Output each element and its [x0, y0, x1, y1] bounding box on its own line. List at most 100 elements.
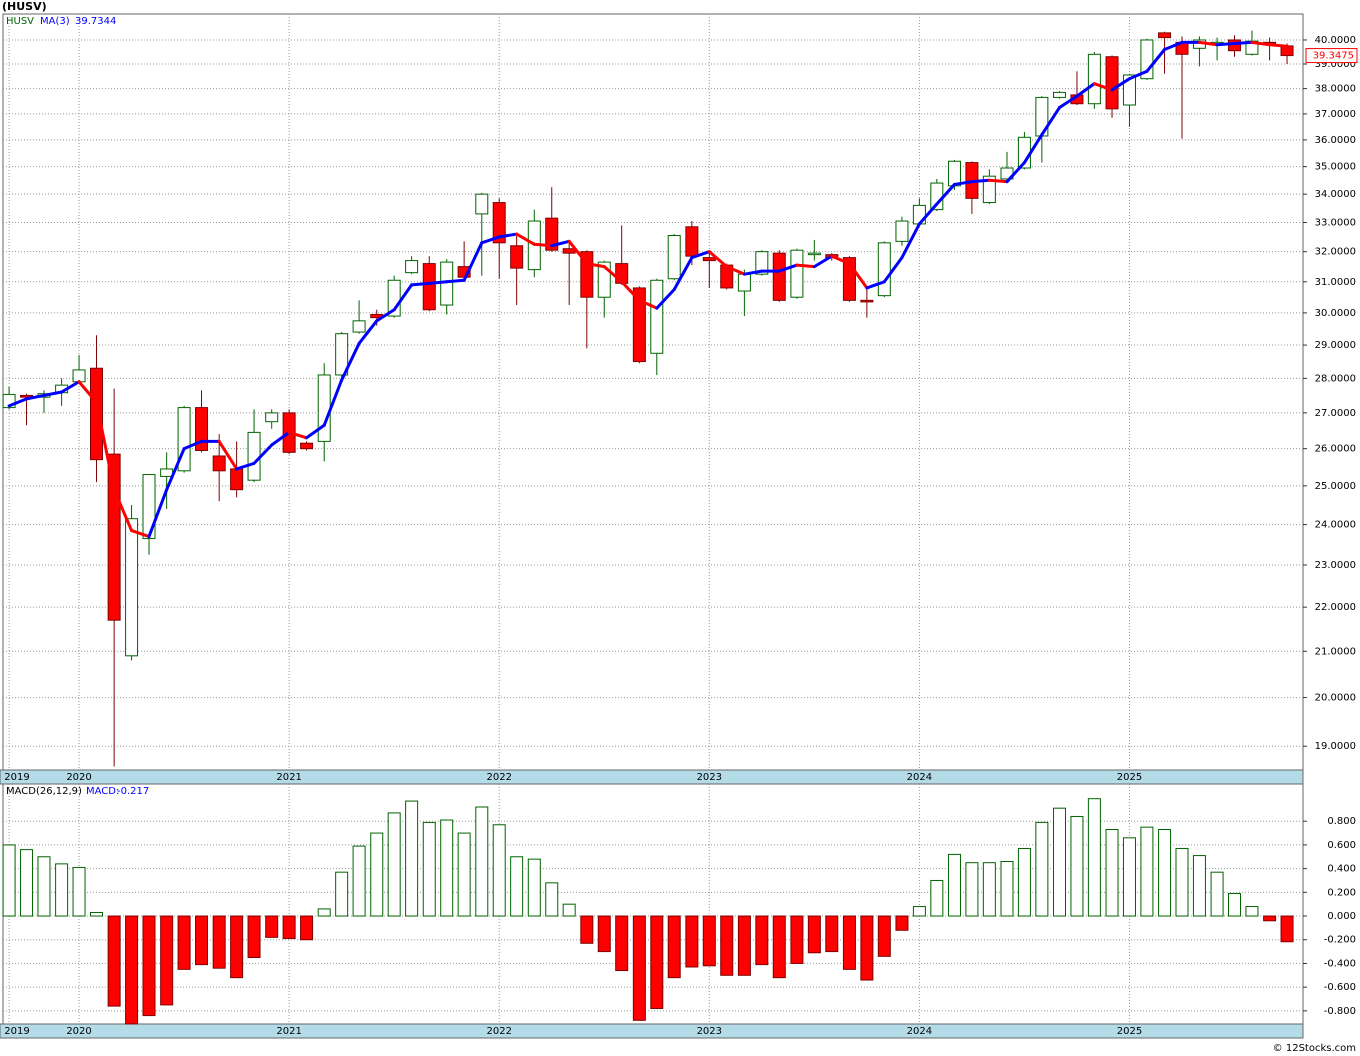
y-tick-label: 34.0000: [1315, 189, 1356, 200]
candle-body: [335, 333, 349, 376]
macd-bar: [142, 915, 156, 1017]
macd-bar: [457, 832, 471, 917]
ma-line: [830, 254, 851, 266]
y-tick-label: 23.0000: [1315, 560, 1356, 571]
ma-line: [882, 256, 904, 284]
y-tick-label: 29.0000: [1315, 340, 1356, 351]
x-tick-label: 2022: [486, 1026, 511, 1037]
ma-line: [847, 262, 869, 290]
y-tick-label: -0.200: [1324, 935, 1356, 946]
y-tick-label: 39.0000: [1315, 59, 1356, 70]
macd-bar: [510, 856, 524, 917]
y-tick-label: 28.0000: [1315, 373, 1356, 384]
x-tick-label: 2025: [1117, 1026, 1142, 1037]
macd-bar: [212, 915, 226, 969]
macd-bar: [1245, 906, 1259, 917]
macd-bar: [177, 915, 191, 970]
ma-line: [42, 390, 64, 397]
ma-line: [707, 250, 729, 269]
macd-bar: [895, 915, 909, 931]
ma-line: [165, 447, 186, 492]
y-tick-label: 20.0000: [1315, 693, 1356, 704]
macd-bar: [1053, 807, 1067, 917]
y-tick-label: 38.0000: [1315, 84, 1356, 95]
macd-bar: [720, 915, 734, 976]
macd-bar: [772, 915, 786, 979]
macd-bar: [492, 824, 506, 917]
candle-body: [352, 320, 366, 333]
ma-line: [270, 430, 291, 447]
ma-line: [357, 319, 379, 345]
candle-body: [807, 252, 821, 256]
macd-bar: [440, 819, 454, 917]
x-tick-label: 2021: [276, 772, 301, 783]
macd-bar: [387, 812, 401, 917]
macd-bar: [1105, 829, 1119, 917]
ma-line: [1250, 40, 1272, 47]
ma-line: [497, 232, 519, 239]
candle-body: [790, 249, 804, 298]
ma-line: [1092, 82, 1114, 92]
macd-bar: [1228, 893, 1242, 917]
y-tick-label: 26.0000: [1315, 444, 1356, 455]
macd-bar: [72, 866, 86, 917]
y-tick-label: 24.0000: [1315, 520, 1356, 531]
ma-line: [515, 232, 536, 246]
legend-ma-name: MA(3): [40, 16, 70, 27]
macd-bar: [1158, 829, 1172, 917]
macd-bar: [615, 915, 629, 972]
ma-line: [1163, 40, 1184, 52]
x-tick-label: 2024: [907, 772, 932, 783]
ma-line: [795, 263, 816, 269]
macd-bar: [1017, 847, 1031, 917]
ma-line: [550, 239, 571, 248]
ma-line: [742, 269, 764, 276]
ma-line: [480, 235, 501, 245]
ma-line: [1197, 40, 1219, 47]
ma-line: [1110, 77, 1131, 92]
candle-body: [475, 193, 489, 215]
candle-body: [667, 235, 681, 280]
macd-bar: [877, 915, 891, 957]
candle-body: [895, 220, 909, 242]
macd-bar: [230, 915, 244, 979]
x-tick-label: 2023: [697, 772, 722, 783]
y-tick-label: 35.0000: [1315, 162, 1356, 173]
macd-bar: [370, 832, 384, 917]
legend-title: MACD(26,12,9): [6, 786, 82, 797]
x-tick-label: 2025: [1117, 772, 1142, 783]
macd-bar: [20, 849, 34, 917]
candle-body: [877, 242, 891, 297]
macd-bar: [580, 915, 594, 944]
ma-line: [445, 278, 466, 284]
macd-bar: [352, 845, 366, 917]
macd-bar: [597, 915, 611, 953]
candle-body: [982, 175, 996, 204]
ma-line: [322, 378, 344, 427]
ma-line: [462, 241, 484, 282]
ma-line: [1040, 106, 1062, 137]
y-tick-label: 21.0000: [1315, 646, 1356, 657]
candle-body: [142, 474, 156, 540]
date-strip: [0, 769, 1304, 785]
candle-body: [545, 217, 559, 251]
candle-body: [1053, 91, 1067, 98]
candle-body: [125, 518, 139, 657]
y-tick-label: 40.0000: [1315, 35, 1356, 46]
macd-bar: [160, 915, 174, 1006]
macd-bar: [912, 906, 926, 917]
ma-line: [987, 178, 1009, 184]
ma-line: [1022, 133, 1044, 165]
ma-line: [637, 298, 659, 310]
x-tick-label: 2024: [907, 1026, 932, 1037]
x-tick-label: 2020: [66, 1026, 91, 1037]
ma-line: [1233, 40, 1254, 46]
macd-bar: [1210, 871, 1224, 917]
x-tick-label: 2022: [486, 772, 511, 783]
y-tick-label: 0.600: [1327, 840, 1356, 851]
candle-body: [107, 453, 121, 621]
macd-bar: [282, 915, 296, 940]
ma-line: [305, 423, 326, 440]
macd-bar: [335, 871, 349, 917]
